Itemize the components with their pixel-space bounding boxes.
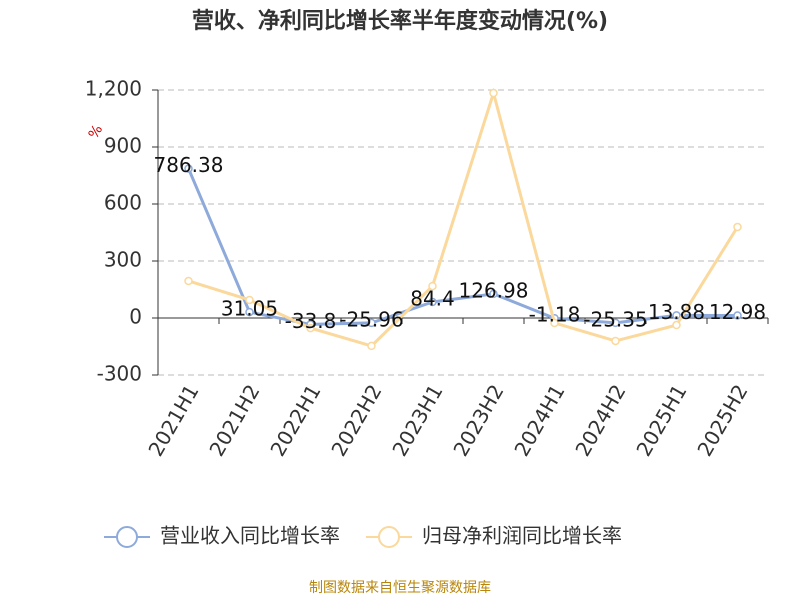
point <box>367 341 376 351</box>
point <box>245 295 254 305</box>
data-label: 13.88 <box>648 300 705 324</box>
y-tick-label: 1,200 <box>85 77 142 101</box>
x-tick-label: 2021H1 <box>143 380 203 460</box>
x-tick-label: 2021H2 <box>204 380 264 460</box>
legend-marker <box>378 526 400 548</box>
x-tick-label: 2024H2 <box>570 380 630 460</box>
legend-label: 归母净利润同比增长率 <box>422 524 622 548</box>
x-tick-label: 2024H1 <box>509 380 569 460</box>
x-tick-label: 2025H1 <box>631 380 691 460</box>
point <box>611 318 620 328</box>
point <box>428 281 437 291</box>
data-label: -1.18 <box>529 303 581 327</box>
x-tick-label: 2022H1 <box>265 380 325 460</box>
y-tick-label: 300 <box>104 248 142 272</box>
point <box>306 323 315 333</box>
y-tick-label: 0 <box>129 305 142 329</box>
x-tick-label: 2025H2 <box>692 380 752 460</box>
data-label: -33.8 <box>285 309 337 333</box>
point <box>672 320 681 330</box>
point <box>489 88 498 98</box>
legend-label: 营业收入同比增长率 <box>160 524 340 548</box>
point <box>184 164 193 173</box>
point <box>489 289 498 299</box>
x-tick-label: 2023H1 <box>387 380 447 460</box>
data-label: 12.98 <box>709 300 766 324</box>
series-line <box>188 87 739 348</box>
point <box>733 222 742 232</box>
data-label: 786.38 <box>154 153 224 177</box>
data-label: 31.05 <box>221 297 278 321</box>
y-tick-label: -300 <box>97 362 142 386</box>
point <box>733 311 742 320</box>
x-tick-label: 2023H2 <box>448 380 508 460</box>
data-label: -25.35 <box>583 307 647 331</box>
legend-marker <box>116 526 138 548</box>
data-label: 126.98 <box>459 278 529 302</box>
point <box>611 336 620 346</box>
source-note: 制图数据来自恒生聚源数据库 <box>309 580 491 596</box>
y-tick-label: 600 <box>104 191 142 215</box>
data-label: -25.96 <box>339 307 403 331</box>
point <box>184 276 193 286</box>
data-label: 84.4 <box>410 286 455 310</box>
series-line <box>187 168 738 326</box>
point <box>245 307 254 317</box>
y-tick-label: 900 <box>104 134 142 158</box>
point <box>550 318 559 328</box>
point <box>428 297 437 307</box>
point <box>367 318 376 328</box>
point <box>672 311 681 320</box>
chart-title: 营收、净利同比增长率半年度变动情况(%) <box>192 8 608 34</box>
x-tick-label: 2022H2 <box>326 380 386 460</box>
